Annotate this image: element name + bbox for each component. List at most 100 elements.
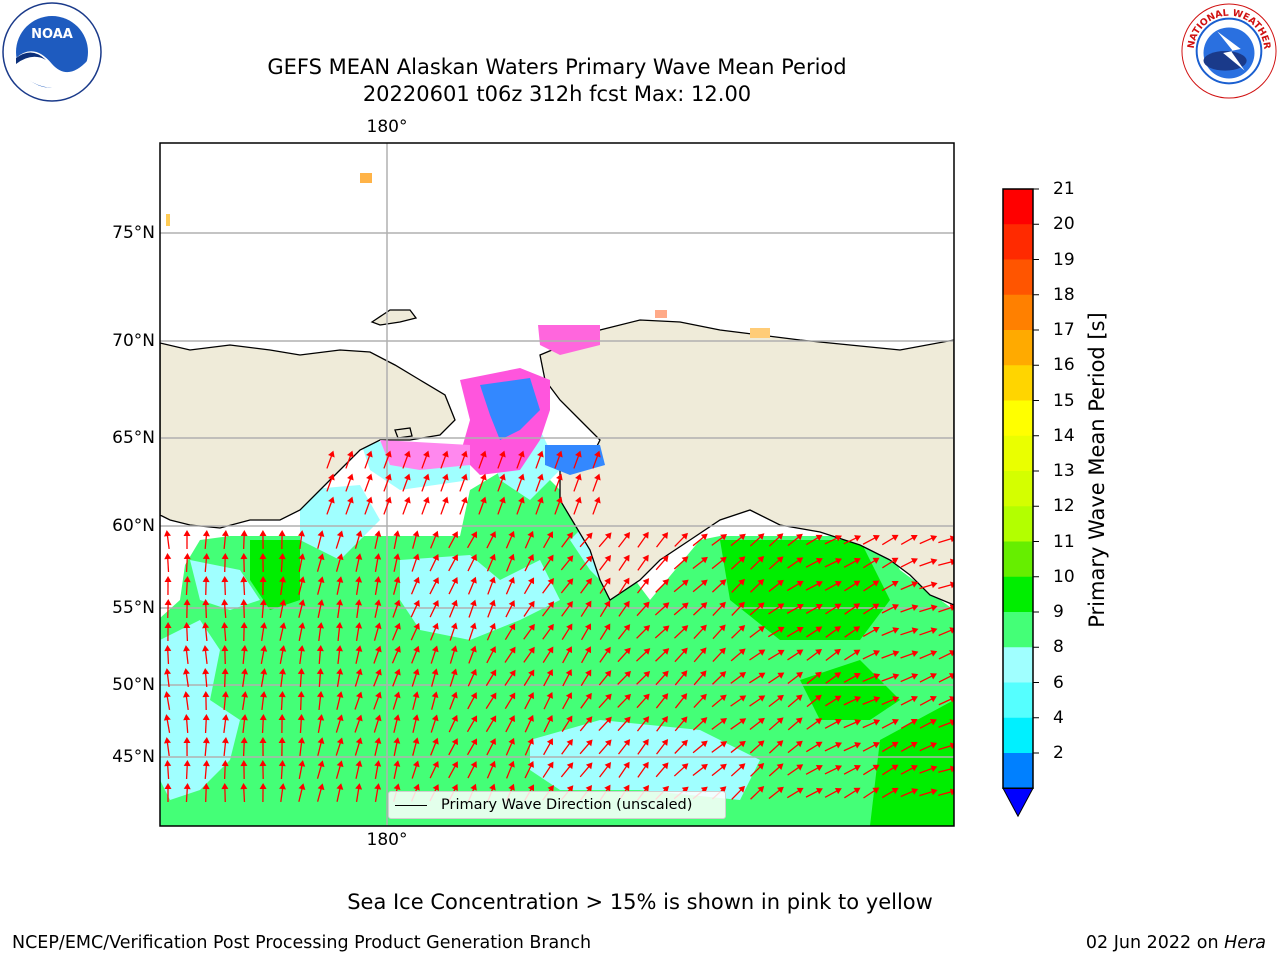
wave-direction-arrow [882, 764, 899, 776]
wave-direction-arrow [768, 556, 784, 570]
wave-direction-arrow [674, 625, 689, 639]
wave-direction-arrow [636, 716, 650, 732]
wave-direction-arrow [749, 695, 766, 707]
wave-direction-arrow [862, 626, 880, 638]
wave-direction-arrow [805, 558, 823, 568]
wave-direction-arrow [402, 450, 411, 469]
wave-direction-arrow [486, 622, 496, 641]
wave-direction-arrow [449, 622, 458, 641]
wave-direction-arrow [617, 716, 631, 732]
wave-direction-arrow [297, 691, 305, 711]
wave-direction-arrow [504, 692, 516, 710]
colorbar-tick-label: 21 [1053, 179, 1075, 199]
wave-direction-arrow [862, 535, 880, 545]
colorbar-tick-label: 8 [1053, 637, 1064, 658]
wave-direction-arrow [240, 553, 248, 573]
wave-direction-arrow [163, 691, 171, 710]
wave-direction-arrow [374, 737, 382, 756]
wave-direction-arrow [164, 553, 172, 573]
wave-direction-arrow [535, 473, 544, 492]
wave-direction-arrow [598, 693, 612, 709]
wave-direction-arrow [410, 599, 420, 618]
wave-direction-arrow [882, 557, 899, 569]
wave-direction-arrow [617, 739, 631, 755]
wave-direction-arrow [617, 624, 631, 640]
wave-direction-arrow [598, 739, 612, 755]
footer-date: 02 Jun 2022 on Hera [1086, 933, 1266, 953]
wave-direction-arrow [373, 622, 382, 641]
wave-direction-arrow [673, 579, 689, 593]
wave-direction-arrow [542, 554, 554, 571]
wave-direction-arrow [164, 668, 171, 688]
wave-direction-arrow [824, 742, 843, 752]
wave-direction-arrow [354, 668, 363, 687]
wave-direction-arrow [730, 740, 746, 754]
wave-direction-arrow [656, 715, 668, 732]
wave-direction-arrow [523, 623, 535, 640]
wave-direction-arrow [221, 576, 229, 596]
wave-direction-arrow [430, 622, 439, 641]
wave-direction-arrow [468, 645, 477, 664]
wave-direction-arrow [260, 622, 268, 641]
wave-direction-arrow [863, 603, 880, 615]
wave-direction-arrow [824, 719, 842, 729]
wave-direction-arrow [561, 600, 573, 617]
wave-direction-arrow [429, 760, 439, 779]
wave-direction-arrow [505, 600, 515, 618]
sea-ice [166, 173, 770, 475]
wave-direction-arrow [806, 694, 822, 708]
wave-direction-arrow [467, 692, 477, 710]
wave-direction-arrow [202, 645, 210, 665]
wave-direction-arrow [768, 533, 784, 547]
wave-direction-arrow [938, 604, 954, 613]
wave-direction-arrow [919, 765, 938, 774]
wave-direction-arrow [712, 671, 727, 685]
wave-direction-arrow [692, 602, 708, 616]
wave-direction-arrow [618, 532, 631, 548]
wave-direction-arrow [524, 737, 534, 756]
wave-direction-arrow [580, 623, 592, 641]
colorbar-label: Primary Wave Mean Period [s] [1085, 312, 1109, 628]
wave-direction-arrow [523, 669, 535, 686]
wave-direction-arrow [693, 693, 707, 709]
wave-direction-arrow [202, 714, 210, 734]
wave-direction-arrow [843, 719, 862, 729]
wave-direction-arrow [862, 650, 881, 660]
wave-direction-arrow [862, 696, 881, 705]
wave-direction-arrow [731, 625, 746, 639]
map-legend: Primary Wave Direction (unscaled) [388, 791, 726, 819]
wave-direction-arrow [730, 556, 746, 570]
wave-direction-arrow [561, 531, 573, 548]
colorbar-segment [1003, 224, 1033, 260]
wave-direction-arrow [448, 577, 458, 595]
wave-direction-arrow [374, 599, 382, 618]
wave-direction-arrow [617, 693, 631, 708]
footer-date-text: 02 Jun 2022 on [1085, 933, 1219, 953]
wave-direction-arrow [298, 599, 306, 618]
wave-direction-arrow [787, 557, 804, 569]
map-title: GEFS MEAN Alaskan Waters Primary Wave Me… [267, 55, 847, 79]
wave-direction-arrow [504, 623, 516, 641]
wave-direction-arrow [824, 788, 842, 798]
wave-direction-arrow [182, 668, 190, 687]
wave-direction-arrow [655, 578, 670, 593]
wave-direction-arrow [259, 530, 267, 550]
wave-direction-arrow [843, 535, 862, 545]
wave-direction-arrow [412, 691, 420, 710]
wave-direction-arrow [579, 555, 593, 571]
wave-direction-arrow [466, 738, 478, 756]
wave-direction-arrow [202, 599, 210, 619]
wave-direction-arrow [298, 645, 305, 665]
wave-direction-arrow [183, 622, 191, 642]
wave-direction-arrow [298, 760, 306, 779]
wave-direction-arrow [730, 763, 746, 777]
wave-direction-arrow [919, 673, 937, 683]
wave-direction-arrow [750, 763, 765, 777]
wave-direction-arrow [581, 646, 592, 664]
wave-direction-arrow [919, 742, 938, 752]
wave-direction-arrow [355, 576, 363, 595]
wave-direction-arrow [618, 761, 630, 778]
wave-direction-arrow [505, 737, 515, 756]
wave-direction-arrow [598, 532, 612, 548]
wave-direction-arrow [478, 450, 487, 469]
